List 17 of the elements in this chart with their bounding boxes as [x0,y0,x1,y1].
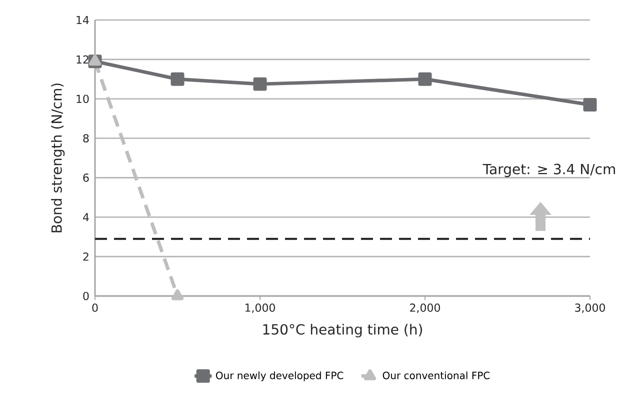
y-tick-label: 4 [83,213,89,222]
legend-label: Our newly developed FPC [216,371,344,382]
y-tick-label: 14 [76,16,89,24]
x-tick-label: 2,000 [410,304,440,313]
y-tick-label: 10 [76,94,89,104]
y-tick-label: 8 [83,134,89,142]
x-tick-label: 1,000 [245,304,276,313]
y-tick-label: 2 [83,252,88,261]
legend-label: Our conventional FPC [382,371,490,380]
x-tick-label: 0 [92,304,98,312]
x-axis-title: 150°C heating time (h) [263,324,422,338]
y-axis-title: Bond strength (N/cm) [51,84,65,232]
y-tick-label: 6 [83,174,89,182]
annotation: Target: ≥ 3.4 N/cm [482,164,615,178]
y-tick-label: 12 [76,55,88,64]
x-tick-label: 3,000 [575,304,605,313]
y-tick-label: 0 [83,292,89,300]
